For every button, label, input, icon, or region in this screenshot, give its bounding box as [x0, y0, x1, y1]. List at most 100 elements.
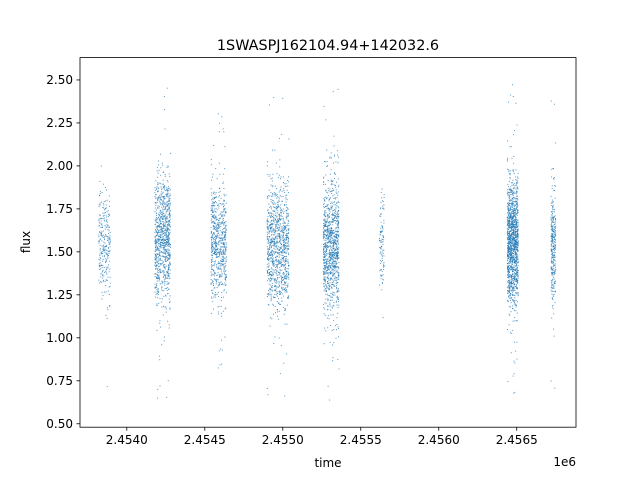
data-point: [157, 200, 158, 201]
data-point: [274, 207, 275, 208]
data-point: [330, 207, 331, 208]
data-point: [271, 228, 272, 229]
data-point: [277, 212, 278, 213]
data-point: [225, 280, 226, 281]
data-point: [286, 243, 287, 244]
data-point: [335, 185, 336, 186]
data-point: [286, 218, 287, 219]
data-point: [212, 201, 213, 202]
data-point: [225, 285, 226, 286]
data-point: [324, 201, 325, 202]
data-point: [218, 272, 219, 273]
data-point: [508, 277, 509, 278]
data-point: [279, 273, 280, 274]
data-point: [221, 300, 222, 301]
data-point: [165, 267, 166, 268]
data-point: [221, 253, 222, 254]
data-point: [219, 244, 220, 245]
data-point: [330, 211, 331, 212]
data-point: [329, 158, 330, 159]
data-point: [217, 205, 218, 206]
data-point: [280, 207, 281, 208]
data-point: [384, 204, 385, 205]
data-point: [330, 239, 331, 240]
data-point: [103, 276, 104, 277]
data-point: [212, 251, 213, 252]
data-point: [286, 235, 287, 236]
data-point: [159, 356, 160, 357]
data-point: [104, 267, 105, 268]
data-point: [211, 297, 212, 298]
data-point: [159, 279, 160, 280]
data-point: [275, 226, 276, 227]
data-point: [163, 241, 164, 242]
data-point: [330, 248, 331, 249]
data-point: [285, 276, 286, 277]
data-point: [106, 204, 107, 205]
data-point: [281, 212, 282, 213]
data-point: [218, 279, 219, 280]
data-point: [273, 248, 274, 249]
data-point: [217, 229, 218, 230]
data-point: [507, 159, 508, 160]
data-point: [330, 342, 331, 343]
data-point: [286, 291, 287, 292]
data-point: [107, 280, 108, 281]
data-point: [267, 219, 268, 220]
data-point: [329, 269, 330, 270]
data-point: [222, 246, 223, 247]
data-point: [333, 243, 334, 244]
data-point: [277, 316, 278, 317]
data-point: [105, 201, 106, 202]
data-point: [272, 283, 273, 284]
data-point: [167, 167, 168, 168]
data-point: [104, 209, 105, 210]
data-point: [105, 281, 106, 282]
data-point: [286, 217, 287, 218]
data-point: [276, 206, 277, 207]
data-point: [157, 268, 158, 269]
data-point: [221, 271, 222, 272]
data-point: [275, 257, 276, 258]
data-point: [330, 257, 331, 258]
data-point: [214, 197, 215, 198]
data-point: [325, 272, 326, 273]
data-point: [101, 224, 102, 225]
data-point: [288, 298, 289, 299]
data-point: [162, 243, 163, 244]
data-point: [276, 216, 277, 217]
data-point: [168, 220, 169, 221]
data-point: [98, 243, 99, 244]
data-point: [332, 360, 333, 361]
data-point: [211, 164, 212, 165]
data-point: [168, 233, 169, 234]
data-point: [509, 314, 510, 315]
data-point: [329, 235, 330, 236]
data-point: [162, 204, 163, 205]
data-point: [157, 208, 158, 209]
data-point: [273, 255, 274, 256]
data-point: [512, 330, 513, 331]
data-point: [511, 257, 512, 258]
data-point: [324, 161, 325, 162]
data-point: [288, 263, 289, 264]
data-point: [512, 275, 513, 276]
data-point: [510, 192, 511, 193]
data-point: [213, 202, 214, 203]
data-point: [276, 275, 277, 276]
data-point: [166, 206, 167, 207]
data-point: [326, 149, 327, 150]
data-point: [270, 285, 271, 286]
data-point: [165, 229, 166, 230]
data-point: [216, 257, 217, 258]
data-point: [330, 306, 331, 307]
data-point: [274, 211, 275, 212]
data-point: [211, 233, 212, 234]
data-point: [221, 251, 222, 252]
data-point: [169, 255, 170, 256]
data-point: [279, 166, 280, 167]
data-point: [516, 300, 517, 301]
data-point: [218, 206, 219, 207]
data-point: [337, 220, 338, 221]
data-point: [325, 238, 326, 239]
